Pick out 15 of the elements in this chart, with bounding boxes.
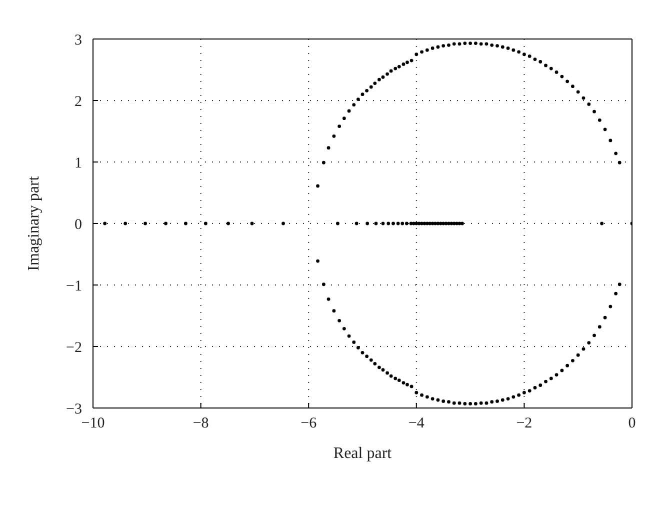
y-tick-label: −3 <box>66 401 82 418</box>
y-tick-label: −2 <box>66 340 82 356</box>
y-tick-label: −1 <box>66 278 82 294</box>
x-tick-label: −10 <box>81 416 105 432</box>
x-axis-title: Real part <box>333 445 392 462</box>
y-tick-label: 0 <box>74 216 82 233</box>
x-tick-label: −8 <box>192 416 209 432</box>
x-tick-label: 0 <box>628 416 636 432</box>
x-tick-label: −2 <box>516 416 532 432</box>
x-tick-label: −4 <box>408 416 425 432</box>
y-axis-title: Imaginary part <box>26 176 43 271</box>
y-tick-label: 1 <box>74 155 82 172</box>
x-tick-label: −6 <box>300 416 318 432</box>
y-tick-label: 3 <box>74 32 82 48</box>
y-tick-label: 2 <box>74 94 82 110</box>
